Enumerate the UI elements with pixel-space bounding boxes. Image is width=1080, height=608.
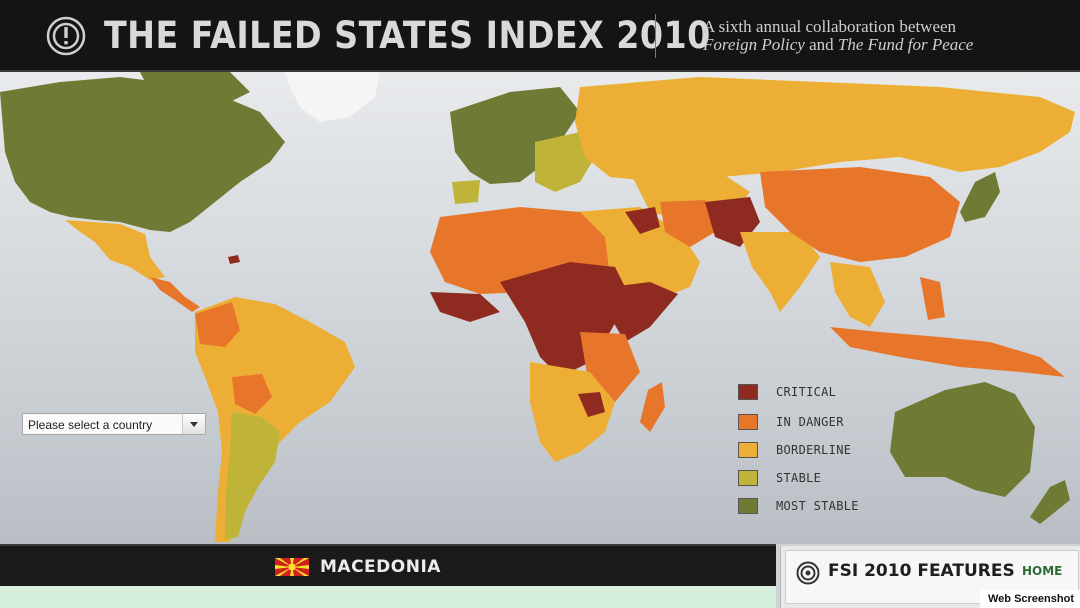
region-madagascar[interactable] <box>640 382 665 432</box>
region-mexico[interactable] <box>65 220 165 280</box>
world-map-canvas[interactable] <box>0 72 1080 544</box>
legend-swatch-critical <box>738 384 758 400</box>
region-japan[interactable] <box>960 172 1000 222</box>
region-greenland[interactable] <box>285 72 380 122</box>
legend-label-most-stable: MOST STABLE <box>776 499 859 513</box>
tagline-line2: Foreign Policy and The Fund for Peace <box>703 36 973 54</box>
region-philippines[interactable] <box>920 277 945 320</box>
region-europe[interactable] <box>450 87 580 184</box>
region-new-zealand[interactable] <box>1030 480 1070 524</box>
region-iberia[interactable] <box>452 180 480 204</box>
legend-label-critical: CRITICAL <box>776 385 837 399</box>
region-caribbean[interactable] <box>228 255 240 264</box>
region-southeast-asia[interactable] <box>830 262 885 327</box>
watermark: Web Screenshot <box>980 590 1080 608</box>
home-link[interactable]: HOME <box>1022 564 1063 578</box>
page-title: THE FAILED STATES INDEX 2010 <box>104 14 711 57</box>
region-eastern-europe[interactable] <box>535 132 595 192</box>
country-select-value: Please select a country <box>28 418 153 432</box>
target-logo-icon <box>46 16 86 56</box>
region-bolivia[interactable] <box>232 374 272 414</box>
country-panel-header: MACEDONIA <box>0 544 776 586</box>
region-north-america[interactable] <box>0 77 285 232</box>
selected-country-name: MACEDONIA <box>320 557 441 577</box>
world-map[interactable]: Please select a country CRITICAL IN DANG… <box>0 72 1080 544</box>
dropdown-button[interactable] <box>182 414 205 434</box>
publisher-foreign-policy[interactable]: Foreign Policy <box>703 35 805 54</box>
tagline-and: and <box>809 35 834 54</box>
legend-label-borderline: BORDERLINE <box>776 443 852 457</box>
country-select[interactable]: Please select a country <box>22 413 206 435</box>
macedonia-flag-icon <box>275 558 309 576</box>
legend-swatch-stable <box>738 470 758 486</box>
region-india[interactable] <box>740 232 820 312</box>
tagline-line1: A sixth annual collaboration between <box>703 17 957 36</box>
legend-label-stable: STABLE <box>776 471 822 485</box>
site-header: THE FAILED STATES INDEX 2010 A sixth ann… <box>0 0 1080 72</box>
region-arctic-canada[interactable] <box>140 72 250 107</box>
legend-swatch-borderline <box>738 442 758 458</box>
region-iran[interactable] <box>660 200 715 247</box>
region-zimbabwe[interactable] <box>578 392 605 417</box>
region-horn-of-africa[interactable] <box>610 282 678 342</box>
region-southern-africa[interactable] <box>530 362 615 462</box>
header-tagline: A sixth annual collaboration between For… <box>703 18 973 54</box>
region-indonesia[interactable] <box>830 327 1065 377</box>
country-panel-body <box>0 586 776 608</box>
legend-swatch-most-stable <box>738 498 758 514</box>
target-icon <box>796 561 820 585</box>
chevron-down-icon <box>190 422 198 427</box>
region-central-america[interactable] <box>150 277 200 312</box>
region-southern-cone[interactable] <box>225 412 280 540</box>
features-title: FSI 2010 FEATURES <box>828 561 1015 581</box>
legend-swatch-in-danger <box>738 414 758 430</box>
region-australia[interactable] <box>890 382 1035 497</box>
region-west-africa[interactable] <box>430 292 500 322</box>
region-china[interactable] <box>760 167 960 262</box>
region-colombia[interactable] <box>195 302 240 347</box>
publisher-fund-for-peace[interactable]: The Fund for Peace <box>837 35 974 54</box>
header-divider <box>655 14 656 58</box>
region-iraq[interactable] <box>625 207 660 234</box>
legend-label-in-danger: IN DANGER <box>776 415 844 429</box>
region-russia[interactable] <box>575 77 1075 182</box>
